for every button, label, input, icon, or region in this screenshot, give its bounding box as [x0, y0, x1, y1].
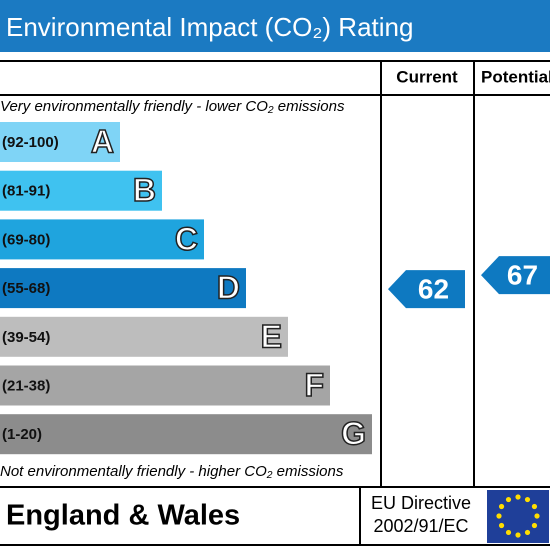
band [0, 365, 330, 406]
band-range: (69-80) [2, 231, 50, 248]
eu-star [524, 529, 531, 536]
band-letter: E [261, 318, 282, 354]
band-range: (39-54) [2, 329, 50, 346]
band-range: (92-100) [2, 134, 59, 151]
eu-star [498, 522, 505, 529]
eu-star [498, 503, 505, 510]
frame [0, 60, 550, 488]
band-letter: A [91, 123, 114, 159]
band-letter: F [304, 367, 324, 403]
eu-star [531, 503, 538, 510]
band-range: (55-68) [2, 280, 50, 297]
region: England & Wales [6, 500, 240, 532]
directive: EU Directive [371, 493, 471, 513]
band [0, 170, 162, 211]
band [0, 414, 372, 455]
title: Environmental Impact (CO₂) Rating [6, 12, 413, 42]
band-range: (1-20) [2, 426, 42, 443]
band-letter: C [175, 221, 198, 257]
band-letter: B [133, 172, 156, 208]
band [0, 219, 204, 260]
eu-star [515, 494, 521, 500]
col-current: Current [396, 67, 458, 86]
eu-star [524, 496, 531, 503]
band-range: (81-91) [2, 183, 50, 200]
rating-value: 62 [418, 273, 449, 304]
band-letter: D [217, 270, 240, 306]
rating-arrow [481, 256, 550, 295]
title-bar [0, 0, 550, 52]
directive: 2002/91/EC [373, 516, 468, 536]
eu-star [515, 532, 521, 538]
eu-star [505, 496, 512, 503]
bottom-note: Not environmentally friendly - higher CO… [0, 463, 344, 480]
band [0, 122, 120, 162]
col-potential: Potential [481, 67, 550, 86]
rating-value: 67 [507, 259, 538, 290]
band-letter: G [341, 416, 366, 452]
band [0, 268, 246, 309]
eu-star [505, 529, 512, 536]
band-range: (21-38) [2, 377, 50, 394]
rating-arrow [388, 270, 465, 309]
top-note: Very environmentally friendly - lower CO… [0, 98, 345, 115]
eu-star [496, 513, 502, 519]
eu-stars [496, 494, 540, 538]
eu-star [534, 513, 540, 519]
band [0, 316, 288, 357]
eu-star [531, 522, 538, 529]
